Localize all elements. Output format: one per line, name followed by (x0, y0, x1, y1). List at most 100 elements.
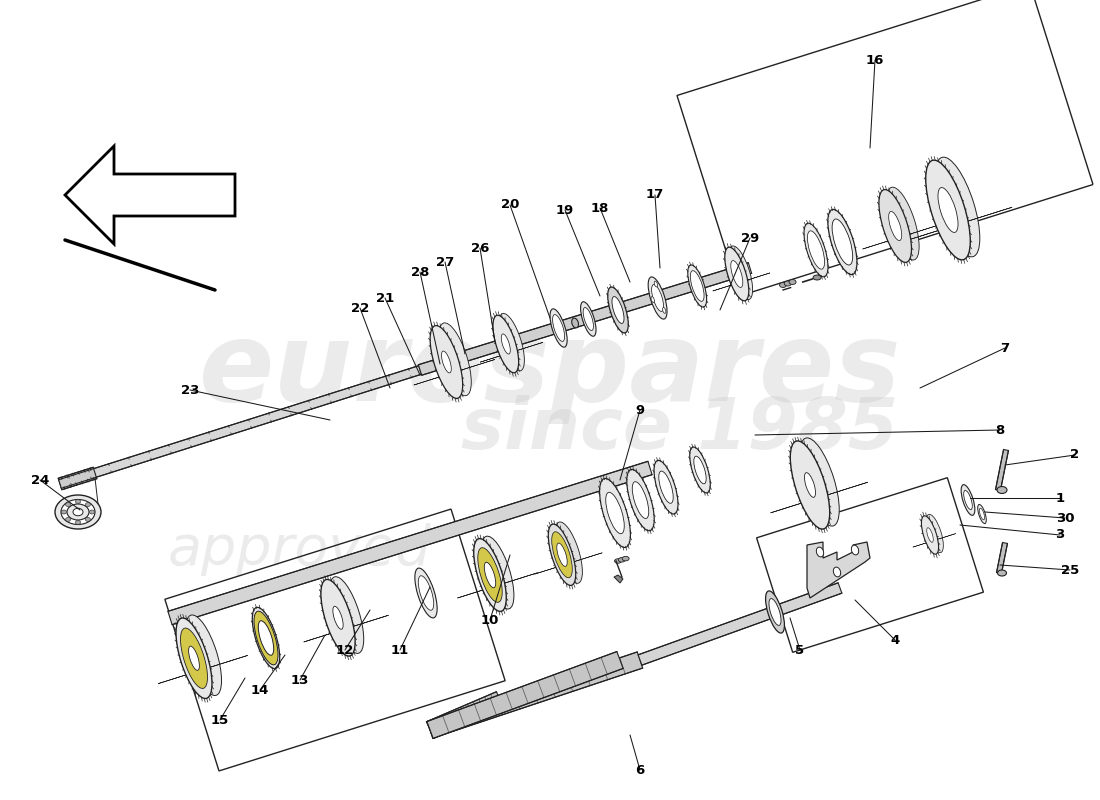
Ellipse shape (807, 231, 825, 269)
Ellipse shape (572, 318, 579, 328)
Ellipse shape (502, 334, 510, 354)
Text: 1: 1 (1055, 491, 1065, 505)
Ellipse shape (180, 628, 208, 689)
Ellipse shape (816, 547, 824, 557)
Ellipse shape (728, 246, 752, 300)
Ellipse shape (258, 621, 274, 655)
Ellipse shape (828, 210, 857, 274)
Ellipse shape (607, 287, 628, 333)
Text: 29: 29 (741, 231, 759, 245)
Ellipse shape (979, 508, 984, 520)
Ellipse shape (66, 502, 70, 506)
Ellipse shape (766, 591, 784, 633)
Ellipse shape (780, 282, 786, 287)
Text: 12: 12 (336, 643, 354, 657)
Text: since 1985: since 1985 (461, 395, 899, 465)
Ellipse shape (552, 314, 564, 342)
Text: 7: 7 (1000, 342, 1010, 354)
Polygon shape (807, 542, 870, 598)
Polygon shape (65, 146, 235, 244)
Ellipse shape (474, 538, 506, 611)
Text: 24: 24 (31, 474, 50, 486)
Ellipse shape (484, 562, 496, 588)
Ellipse shape (690, 447, 711, 493)
Polygon shape (614, 575, 623, 583)
Polygon shape (862, 224, 943, 249)
Ellipse shape (926, 160, 970, 260)
Polygon shape (996, 450, 1009, 490)
Ellipse shape (415, 568, 437, 618)
Polygon shape (997, 542, 1008, 574)
Ellipse shape (790, 441, 829, 529)
Ellipse shape (581, 302, 596, 336)
Polygon shape (304, 615, 388, 642)
Ellipse shape (964, 490, 972, 510)
Ellipse shape (659, 471, 673, 503)
Ellipse shape (804, 473, 815, 498)
Text: 19: 19 (556, 203, 574, 217)
Text: 11: 11 (390, 643, 409, 657)
Ellipse shape (493, 315, 519, 373)
Ellipse shape (627, 470, 654, 530)
Ellipse shape (321, 579, 355, 656)
Polygon shape (771, 482, 868, 513)
Ellipse shape (978, 505, 987, 523)
Ellipse shape (556, 522, 582, 583)
Text: 6: 6 (636, 763, 645, 777)
Polygon shape (903, 207, 1012, 242)
Ellipse shape (600, 478, 630, 547)
Ellipse shape (66, 518, 70, 522)
Ellipse shape (813, 275, 821, 280)
Ellipse shape (784, 281, 791, 286)
Ellipse shape (889, 211, 902, 241)
Polygon shape (480, 342, 543, 362)
Text: 13: 13 (290, 674, 309, 686)
Ellipse shape (333, 606, 343, 630)
Ellipse shape (188, 646, 199, 670)
Polygon shape (713, 273, 770, 291)
Ellipse shape (651, 297, 654, 302)
Ellipse shape (832, 219, 852, 265)
Text: 25: 25 (1060, 563, 1079, 577)
Ellipse shape (441, 351, 451, 373)
Ellipse shape (997, 486, 1006, 494)
Ellipse shape (86, 518, 90, 522)
Ellipse shape (329, 577, 364, 654)
Text: 15: 15 (211, 714, 229, 726)
Polygon shape (638, 583, 842, 665)
Text: 23: 23 (180, 383, 199, 397)
Ellipse shape (730, 261, 743, 287)
Ellipse shape (804, 223, 828, 277)
Ellipse shape (926, 528, 933, 542)
Ellipse shape (252, 607, 279, 669)
Ellipse shape (55, 495, 101, 529)
Ellipse shape (62, 510, 66, 514)
Ellipse shape (926, 514, 944, 553)
Ellipse shape (254, 611, 278, 665)
Ellipse shape (550, 309, 568, 347)
Ellipse shape (477, 548, 503, 602)
Polygon shape (535, 553, 603, 574)
Ellipse shape (176, 618, 212, 698)
Ellipse shape (186, 615, 221, 695)
Polygon shape (427, 692, 504, 738)
Ellipse shape (688, 265, 706, 307)
Ellipse shape (439, 323, 471, 396)
Polygon shape (58, 467, 97, 490)
Text: 21: 21 (376, 291, 394, 305)
Ellipse shape (769, 598, 781, 626)
Text: 10: 10 (481, 614, 499, 626)
Ellipse shape (654, 460, 678, 514)
Text: 3: 3 (1055, 529, 1065, 542)
Text: approved: approved (168, 523, 432, 577)
Polygon shape (414, 359, 495, 385)
Ellipse shape (632, 482, 649, 518)
Text: 26: 26 (471, 242, 490, 254)
Text: eurospares: eurospares (199, 317, 901, 423)
Text: 20: 20 (500, 198, 519, 211)
Ellipse shape (789, 279, 796, 285)
Ellipse shape (879, 190, 912, 262)
Text: 2: 2 (1070, 449, 1079, 462)
Ellipse shape (583, 307, 593, 330)
Polygon shape (427, 651, 623, 738)
